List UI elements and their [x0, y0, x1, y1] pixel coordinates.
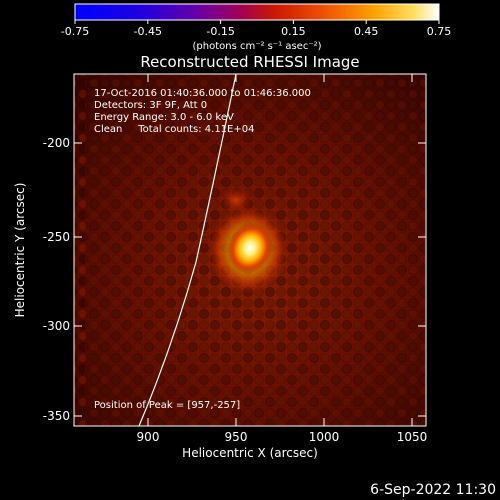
- colorbar-tick-label: 0.75: [427, 25, 452, 38]
- plot-title: Reconstructed RHESSI Image: [140, 53, 359, 71]
- colorbar-tick-label: -0.15: [206, 25, 234, 38]
- y-axis-label: Heliocentric Y (arcsec): [13, 183, 27, 318]
- colorbar-tick-label: -0.75: [61, 25, 89, 38]
- solar-limb: [138, 74, 237, 426]
- flare-peak: [227, 222, 273, 274]
- x-tick-label: 950: [225, 430, 248, 444]
- colorbar-tick-label: 0.45: [354, 25, 379, 38]
- x-tick-label: 900: [137, 430, 160, 444]
- x-axis-label: Heliocentric X (arcsec): [182, 446, 318, 460]
- colorbar-tick-label: 0.15: [281, 25, 306, 38]
- solar-image: [74, 74, 426, 426]
- y-axis-ticks: [74, 142, 426, 417]
- y-tick-label: -250: [43, 230, 70, 244]
- x-axis-ticks: [147, 74, 413, 426]
- colorbar-tick-label: -0.45: [134, 25, 162, 38]
- colorbar-ticks: [74, 20, 440, 24]
- y-tick-label: -200: [43, 136, 70, 150]
- peak-position: Position of Peak = [957,-257]: [94, 400, 240, 411]
- x-tick-label: 1000: [309, 430, 340, 444]
- y-tick-label: -300: [43, 319, 70, 333]
- time-range: 17-Oct-2016 01:40:36.000 to 01:46:36.000: [94, 88, 311, 99]
- y-tick-label: -350: [43, 409, 70, 423]
- colorbar: [74, 3, 440, 21]
- energy-range: Energy Range: 3.0 - 6.0 keV: [94, 112, 234, 123]
- footer-timestamp: 6-Sep-2022 11:30: [370, 482, 496, 498]
- colorbar-unit-label: (photons cm⁻² s⁻¹ asec⁻²): [192, 41, 321, 52]
- x-tick-label: 1050: [397, 430, 428, 444]
- detectors: Detectors: 3F 9F, Att 0: [94, 100, 207, 111]
- clean-counts: Clean Total counts: 4.11E+04: [94, 124, 254, 135]
- plot-frame: [73, 73, 427, 427]
